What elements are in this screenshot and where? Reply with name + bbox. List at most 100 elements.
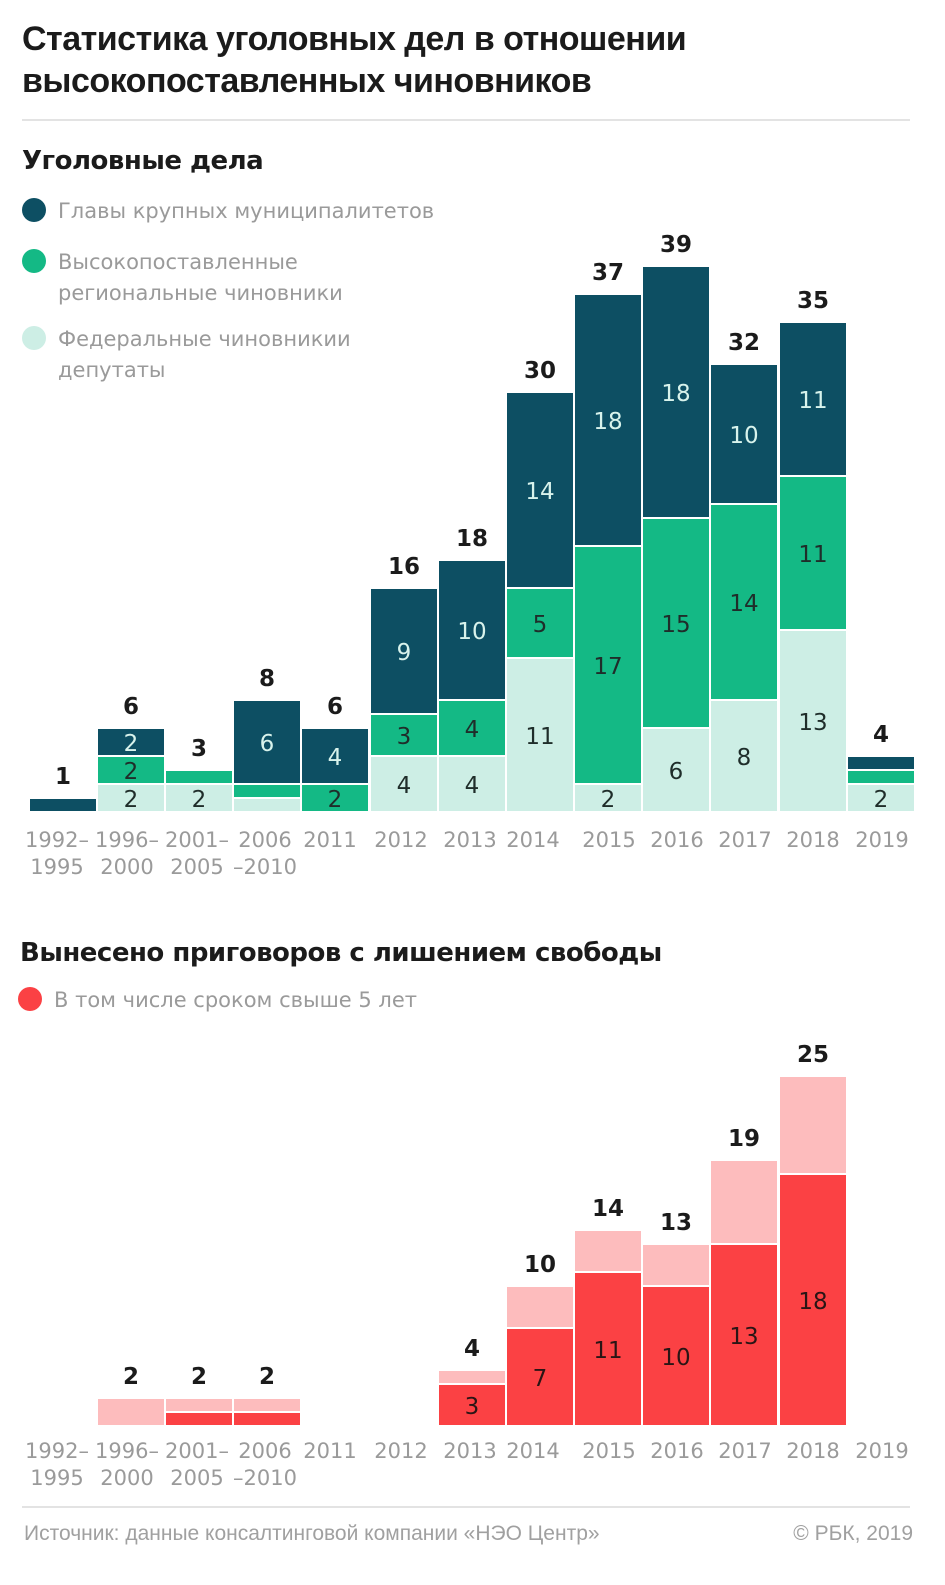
x-axis-tick-label: 2012	[374, 1439, 427, 1463]
copyright: © РБК, 2019	[793, 1522, 913, 1545]
x-axis-tick-label: 1996–	[95, 1439, 159, 1463]
bar-segment-municipal	[507, 393, 573, 587]
legend-label: В том числе сроком свыше 5 лет	[54, 988, 417, 1012]
segment-value-label: 4	[465, 717, 480, 743]
bar-total-label: 19	[728, 1126, 760, 1152]
legend-dot-federal-icon	[22, 326, 46, 350]
x-axis-tick-label: 2011	[303, 828, 356, 852]
bar-total-label: 39	[660, 232, 692, 258]
x-axis-tick-label: 2018	[786, 828, 839, 852]
x-axis-tick-label: 2015	[582, 828, 635, 852]
legend-item-over5: В том числе сроком свыше 5 лет	[18, 985, 417, 1016]
bar-segment-over5	[780, 1175, 846, 1425]
segment-value-label: 4	[465, 773, 480, 799]
x-axis-tick-label: 2017	[718, 1439, 771, 1463]
bar-segment-federal	[780, 631, 846, 811]
bar-total-label: 35	[797, 288, 829, 314]
bar-segment-regional	[711, 505, 777, 699]
bar-segment-federal	[643, 729, 709, 811]
bar-segment-regional	[98, 757, 164, 783]
bar-segment-federal	[166, 785, 232, 811]
bar-segment-regional	[302, 785, 368, 811]
bar-segment-federal	[575, 785, 641, 811]
bar-segment-regional	[780, 477, 846, 629]
x-axis-tick-label: 2014	[506, 828, 559, 852]
bar-segment-over5	[439, 1385, 505, 1425]
segment-value-label: 2	[328, 787, 343, 813]
segment-value-label: 11	[798, 388, 827, 414]
legend-label: Высокопоставленные региональные чиновник…	[58, 250, 343, 305]
segment-value-label: 6	[260, 731, 275, 757]
bar-total-label: 6	[123, 694, 139, 720]
bar-segment-regional	[848, 771, 914, 783]
bar-segment-regional	[234, 785, 300, 797]
legend-item-municipal: Главы крупных муниципалитетов	[22, 196, 434, 227]
x-axis-tick-label: 2006	[238, 1439, 291, 1463]
x-axis-tick-label: 2006	[238, 828, 291, 852]
x-axis-tick-label: 2013	[443, 1439, 496, 1463]
x-axis-tick-label: 2001–	[165, 828, 229, 852]
x-axis-tick-label: 2000	[100, 855, 153, 879]
bar-segment-over5	[234, 1413, 300, 1425]
bar-segment-municipal	[848, 757, 914, 769]
bar-segment-municipal	[30, 799, 96, 811]
x-axis-tick-label: 2012	[374, 828, 427, 852]
title-divider	[22, 119, 910, 121]
segment-value-label: 2	[124, 787, 139, 813]
segment-value-label: 14	[729, 591, 758, 617]
segment-value-label: 15	[661, 612, 690, 638]
x-axis-tick-label: 2017	[718, 828, 771, 852]
bar-segment-federal	[848, 785, 914, 811]
segment-value-label: 8	[737, 745, 752, 771]
segment-value-label: 7	[533, 1366, 548, 1392]
bar-segment-regional	[507, 589, 573, 657]
bar-segment-municipal	[439, 561, 505, 699]
bar-segment-municipal	[575, 295, 641, 545]
bar-segment-over5	[166, 1413, 232, 1425]
bar-segment-municipal	[371, 589, 437, 713]
x-axis-tick-label: 2018	[786, 1439, 839, 1463]
page-title: Статистика уголовных дел в отношении выс…	[22, 20, 687, 100]
segment-value-label: 10	[457, 619, 486, 645]
bar-segment-over5	[507, 1329, 573, 1425]
bar-segment-total_sentences	[166, 1399, 232, 1411]
segment-value-label: 4	[328, 745, 343, 771]
segment-value-label: 18	[798, 1289, 827, 1315]
bar-segment-municipal	[98, 729, 164, 755]
segment-value-label: 10	[661, 1345, 690, 1371]
legend-dot-regional-icon	[22, 249, 46, 273]
bar-total-label: 3	[191, 736, 207, 762]
footer-divider	[22, 1506, 910, 1508]
bar-segment-regional	[439, 701, 505, 755]
source-note: Источник: данные консалтинговой компании…	[24, 1522, 600, 1545]
segment-value-label: 2	[874, 787, 889, 813]
bar-total-label: 16	[388, 554, 420, 580]
segment-value-label: 5	[533, 612, 548, 638]
segment-value-label: 3	[465, 1394, 480, 1420]
bar-segment-regional	[371, 715, 437, 755]
x-axis-tick-label: 1995	[30, 855, 83, 879]
x-axis-tick-label: 1992–	[25, 828, 89, 852]
segment-value-label: 14	[525, 479, 554, 505]
bar-total-label: 4	[464, 1336, 480, 1362]
x-axis-tick-label: 2011	[303, 1439, 356, 1463]
segment-value-label: 9	[397, 640, 412, 666]
segment-value-label: 18	[661, 381, 690, 407]
x-axis-tick-label: 2005	[170, 855, 223, 879]
bar-total-label: 25	[797, 1042, 829, 1068]
bar-segment-municipal	[780, 323, 846, 475]
bar-segment-federal	[711, 701, 777, 811]
x-axis-tick-label: 2015	[582, 1439, 635, 1463]
bar-segment-federal	[439, 757, 505, 811]
segment-value-label: 17	[593, 654, 622, 680]
bar-segment-total_sentences	[711, 1161, 777, 1243]
legend-label: Главы крупных муниципалитетов	[58, 199, 435, 223]
bar-total-label: 32	[728, 330, 760, 356]
x-axis-tick-label: 2019	[855, 1439, 908, 1463]
segment-value-label: 2	[124, 731, 139, 757]
chart-1-title: Уголовные дела	[22, 146, 264, 176]
bar-total-label: 6	[327, 694, 343, 720]
bar-segment-total_sentences	[507, 1287, 573, 1327]
bar-total-label: 30	[524, 358, 556, 384]
segment-value-label: 10	[729, 423, 758, 449]
